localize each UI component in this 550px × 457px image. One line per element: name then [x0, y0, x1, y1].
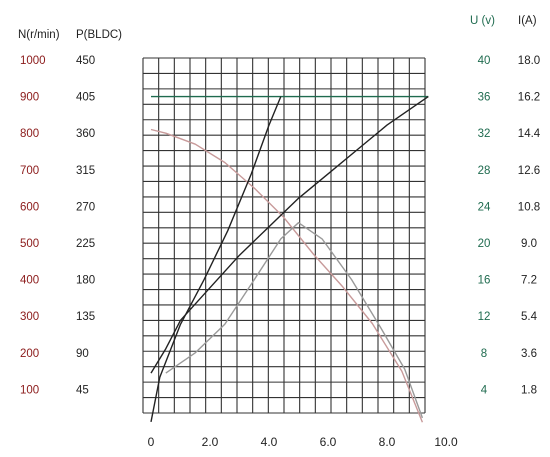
n-tick-label: 300 — [20, 311, 39, 323]
u-tick-label: 4 — [481, 384, 488, 396]
x-tick-label: 8.0 — [379, 435, 396, 449]
series-line-3 — [165, 222, 424, 419]
i-tick-label: 16.2 — [518, 92, 540, 104]
p-tick-label: 225 — [76, 238, 95, 250]
series-line-5 — [150, 96, 282, 423]
n-tick-label: 400 — [20, 275, 39, 287]
i-tick-label: 12.6 — [518, 165, 540, 177]
u-tick-label: 40 — [478, 55, 491, 67]
n-tick-label: 800 — [20, 128, 39, 140]
u-tick-label: 20 — [478, 238, 491, 250]
left-tick-labels: 1000 900 800 700 600 500 400 300 200 100 450 405 360… — [20, 55, 95, 396]
n-tick-label: 900 — [20, 92, 39, 104]
n-tick-label: 700 — [20, 165, 39, 177]
u-tick-label: 32 — [478, 128, 491, 140]
p-tick-label: 135 — [76, 311, 95, 323]
u-tick-label: 28 — [478, 165, 491, 177]
n-tick-label: 1000 — [20, 55, 46, 67]
p-tick-label: 315 — [76, 165, 95, 177]
u-tick-label: 8 — [481, 348, 487, 360]
p-axis-label: P(BLDC) — [76, 29, 122, 41]
p-tick-label: 270 — [76, 201, 95, 213]
n-tick-label: 500 — [20, 238, 39, 250]
x-tick-label: 4.0 — [261, 435, 278, 449]
p-tick-label: 450 — [76, 55, 95, 67]
u-axis-label: U (v) — [470, 15, 495, 27]
i-tick-label: 5.4 — [521, 311, 538, 323]
i-tick-label: 10.8 — [518, 201, 540, 213]
i-tick-label: 3.6 — [521, 348, 537, 360]
u-tick-label: 24 — [478, 201, 491, 213]
x-tick-label: 10.0 — [434, 435, 458, 449]
i-tick-label: 18.0 — [518, 55, 540, 67]
p-tick-label: 90 — [76, 348, 89, 360]
x-tick-labels: 0 2.0 4.0 6.0 8.0 10.0 — [148, 435, 458, 449]
p-tick-label: 45 — [76, 384, 89, 396]
p-tick-label: 180 — [76, 275, 95, 287]
x-tick-label: 2.0 — [202, 435, 219, 449]
p-tick-label: 405 — [76, 92, 95, 104]
series-line-4 — [150, 96, 429, 374]
n-axis-label: N(r/min) — [18, 29, 60, 41]
i-tick-label: 9.0 — [521, 238, 537, 250]
i-tick-label: 1.8 — [521, 384, 537, 396]
u-tick-label: 36 — [478, 92, 491, 104]
i-axis-label: I(A) — [518, 15, 537, 27]
p-tick-label: 360 — [76, 128, 95, 140]
x-tick-label: 6.0 — [320, 435, 337, 449]
n-tick-label: 200 — [20, 348, 39, 360]
n-tick-label: 100 — [20, 384, 39, 396]
series-line-1 — [150, 128, 424, 423]
chart-curves — [150, 95, 429, 423]
u-tick-label: 12 — [478, 311, 491, 323]
n-tick-label: 600 — [20, 201, 39, 213]
right-tick-labels: 40 36 32 28 24 20 16 12 8 4 18.0 16.2 14.4 12.6 10.8 9.… — [478, 55, 541, 396]
x-tick-label: 0 — [148, 435, 155, 449]
i-tick-label: 7.2 — [521, 275, 537, 287]
chart-grid — [142, 57, 426, 414]
u-tick-label: 16 — [478, 275, 491, 287]
i-tick-label: 14.4 — [518, 128, 541, 140]
